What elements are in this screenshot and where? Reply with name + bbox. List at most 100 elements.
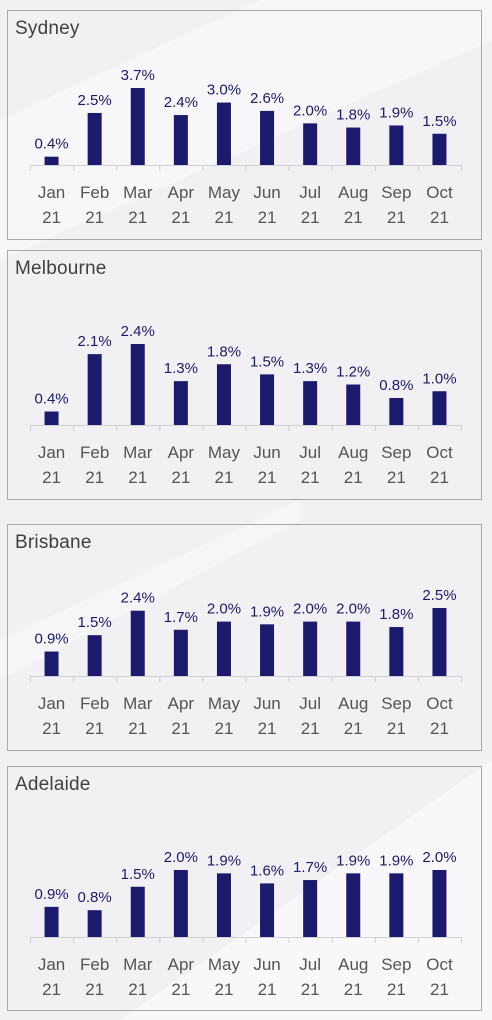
chart-panel-adelaide: Adelaide 0.9% Jan 21 0.8% Feb 21 1.5% Mar 21 2.0%… bbox=[7, 766, 482, 1011]
x-tick-label-year: 21 bbox=[128, 719, 147, 738]
data-label: 1.5% bbox=[422, 113, 456, 130]
bar bbox=[346, 127, 361, 165]
x-tick-label-year: 21 bbox=[430, 980, 449, 999]
bar bbox=[87, 910, 102, 937]
x-tick-label-month: Oct bbox=[426, 955, 453, 974]
x-tick-label-year: 21 bbox=[430, 468, 449, 487]
data-label: 1.6% bbox=[250, 862, 284, 879]
x-tick-label-month: Apr bbox=[168, 443, 195, 462]
data-label: 1.3% bbox=[293, 360, 327, 377]
x-tick-label-month: Apr bbox=[168, 183, 195, 202]
x-tick-label-year: 21 bbox=[258, 468, 277, 487]
x-tick-label-year: 21 bbox=[387, 208, 406, 227]
x-tick-label-month: Apr bbox=[168, 955, 195, 974]
x-tick-label-year: 21 bbox=[214, 468, 233, 487]
x-tick-label-month: Aug bbox=[338, 183, 368, 202]
data-label: 3.7% bbox=[121, 67, 155, 84]
melbourne-bar-chart: 0.4% Jan 21 2.1% Feb 21 2.4% Mar 21 1.3% Apr 21 1.8%… bbox=[30, 323, 462, 487]
x-tick-label-year: 21 bbox=[171, 208, 190, 227]
data-label: 0.4% bbox=[34, 391, 68, 408]
x-tick-label-month: Jul bbox=[299, 955, 321, 974]
data-label: 2.0% bbox=[293, 601, 327, 618]
x-tick-label-month: Jun bbox=[253, 955, 280, 974]
bar bbox=[303, 880, 318, 937]
data-label: 1.0% bbox=[422, 370, 456, 387]
bar bbox=[260, 110, 275, 165]
data-label: 1.9% bbox=[250, 603, 284, 620]
data-label: 2.4% bbox=[121, 590, 155, 607]
bar bbox=[216, 621, 231, 676]
x-tick-label-year: 21 bbox=[85, 468, 104, 487]
chart-title: Melbourne bbox=[15, 258, 107, 279]
x-tick-label-year: 21 bbox=[387, 980, 406, 999]
bar bbox=[173, 870, 188, 937]
x-tick-label-year: 21 bbox=[128, 468, 147, 487]
x-tick-label-month: Sep bbox=[381, 955, 411, 974]
x-tick-label-month: Jul bbox=[299, 694, 321, 713]
x-tick-label-month: Feb bbox=[80, 955, 109, 974]
chart-title: Brisbane bbox=[15, 532, 92, 553]
x-tick-label-year: 21 bbox=[171, 980, 190, 999]
bar bbox=[44, 651, 59, 676]
data-label: 2.1% bbox=[78, 333, 112, 350]
x-tick-label-month: Jul bbox=[299, 443, 321, 462]
brisbane-bar-chart: 0.9% Jan 21 1.5% Feb 21 2.4% Mar 21 1.7% Apr 21 2.0%… bbox=[30, 587, 462, 738]
bar bbox=[389, 125, 404, 165]
chart-title: Sydney bbox=[15, 18, 80, 39]
x-tick-label-month: May bbox=[208, 183, 241, 202]
data-label: 2.0% bbox=[207, 601, 241, 618]
data-label: 2.0% bbox=[164, 849, 198, 866]
data-label: 1.9% bbox=[379, 104, 413, 121]
x-tick-label-year: 21 bbox=[301, 468, 320, 487]
x-tick-label-year: 21 bbox=[301, 719, 320, 738]
bar bbox=[260, 883, 275, 937]
data-label: 2.0% bbox=[293, 102, 327, 119]
chart-panel-melbourne: Melbourne 0.4% Jan 21 2.1% Feb 21 2.4% Mar 21 1.3… bbox=[7, 250, 482, 500]
data-label: 0.8% bbox=[379, 377, 413, 394]
bar bbox=[389, 627, 404, 676]
data-label: 1.8% bbox=[336, 107, 370, 124]
bar bbox=[389, 873, 404, 937]
x-tick-label-month: Jan bbox=[38, 955, 65, 974]
x-tick-label-month: Feb bbox=[80, 694, 109, 713]
chart-panel-brisbane: Brisbane 0.9% Jan 21 1.5% Feb 21 2.4% Mar 21 1.7%… bbox=[7, 524, 482, 751]
bar bbox=[173, 381, 188, 425]
data-label: 1.9% bbox=[207, 852, 241, 869]
x-tick-label-month: Oct bbox=[426, 183, 453, 202]
bar bbox=[346, 621, 361, 676]
x-tick-label-year: 21 bbox=[42, 719, 61, 738]
x-tick-label-month: Sep bbox=[381, 183, 411, 202]
data-label: 0.8% bbox=[78, 889, 112, 906]
bar bbox=[346, 873, 361, 937]
x-tick-label-month: Mar bbox=[123, 955, 153, 974]
bar bbox=[432, 133, 447, 165]
x-tick-label-month: Aug bbox=[338, 955, 368, 974]
bar bbox=[216, 102, 231, 165]
x-tick-label-month: Aug bbox=[338, 694, 368, 713]
data-label: 1.5% bbox=[121, 866, 155, 883]
data-label: 2.0% bbox=[336, 601, 370, 618]
x-tick-label-month: May bbox=[208, 955, 241, 974]
data-label: 2.5% bbox=[78, 92, 112, 109]
bar bbox=[303, 123, 318, 165]
x-tick-label-year: 21 bbox=[171, 468, 190, 487]
x-tick-label-year: 21 bbox=[258, 980, 277, 999]
bar bbox=[87, 354, 102, 425]
x-tick-label-year: 21 bbox=[128, 980, 147, 999]
x-tick-label-month: Jan bbox=[38, 694, 65, 713]
x-tick-label-year: 21 bbox=[258, 719, 277, 738]
x-tick-label-month: Oct bbox=[426, 443, 453, 462]
bar bbox=[303, 621, 318, 676]
data-label: 1.8% bbox=[207, 343, 241, 360]
x-tick-label-month: Sep bbox=[381, 694, 411, 713]
x-tick-label-month: Apr bbox=[168, 694, 195, 713]
bar bbox=[303, 381, 318, 425]
x-tick-label-year: 21 bbox=[387, 468, 406, 487]
bar bbox=[44, 906, 59, 937]
chart-panel-sydney: Sydney 0.4% Jan 21 2.5% Feb 21 3.7% Mar 21 2.4% Ap… bbox=[7, 10, 482, 240]
x-tick-label-month: Jul bbox=[299, 183, 321, 202]
data-label: 2.0% bbox=[422, 849, 456, 866]
x-tick-label-year: 21 bbox=[42, 468, 61, 487]
data-label: 0.9% bbox=[34, 631, 68, 648]
